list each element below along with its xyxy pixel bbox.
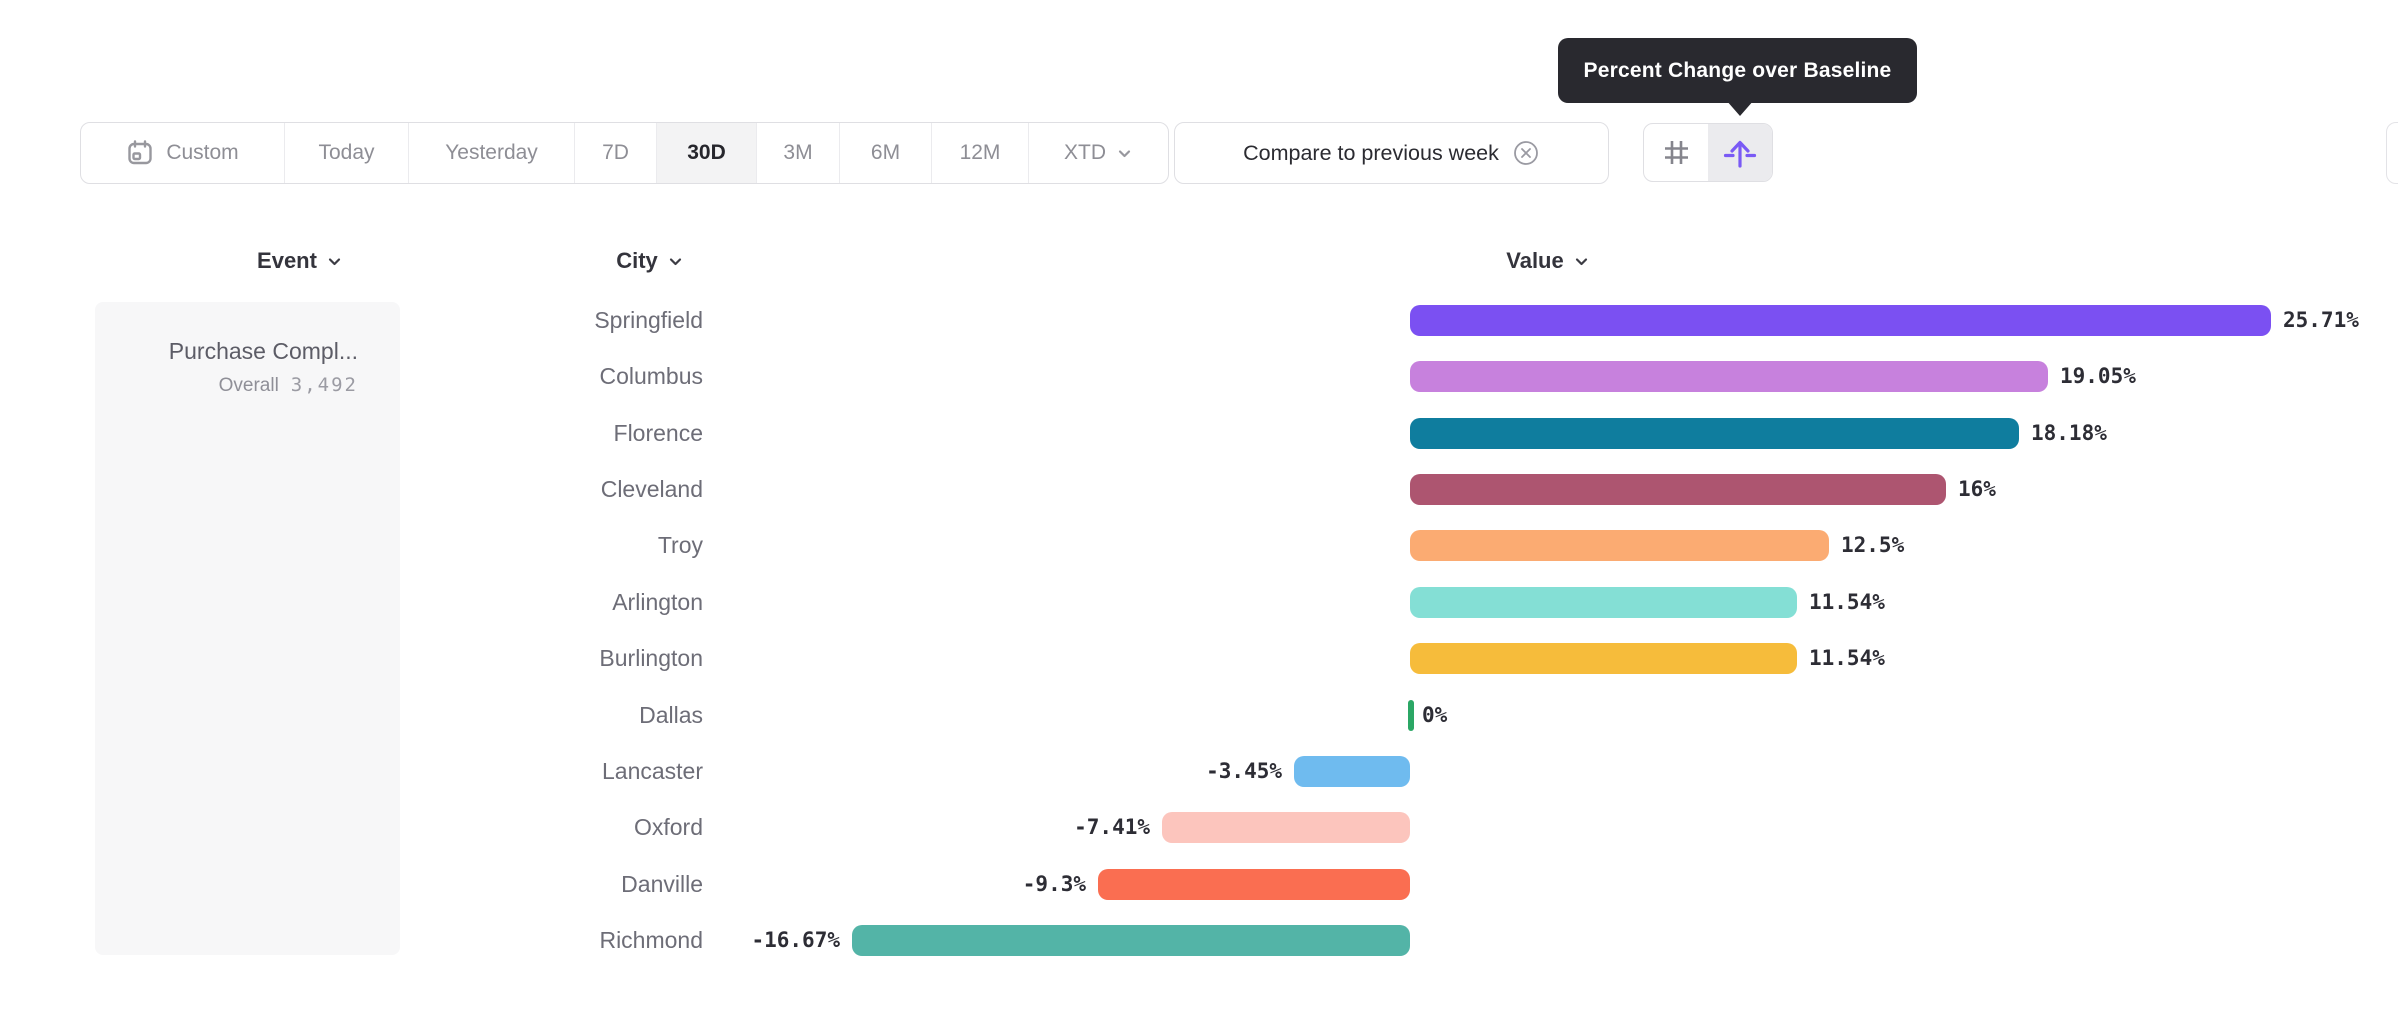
tooltip-text: Percent Change over Baseline bbox=[1583, 58, 1892, 82]
date-range-label: 6M bbox=[870, 141, 901, 164]
value-label: 11.54% bbox=[1809, 590, 1885, 614]
city-label: Danville bbox=[621, 871, 703, 897]
city-label: Burlington bbox=[599, 645, 703, 671]
absolute-values-toggle[interactable] bbox=[1644, 124, 1708, 181]
value-label: 0% bbox=[1422, 703, 1448, 727]
chevron-down-icon bbox=[326, 253, 343, 270]
city-label: Cleveland bbox=[600, 476, 703, 502]
bar-dallas[interactable] bbox=[1408, 700, 1414, 731]
value-label: 12.5% bbox=[1841, 533, 1905, 557]
baseline-lift-icon bbox=[1723, 136, 1757, 170]
bar-florence[interactable] bbox=[1410, 418, 2019, 449]
value-display-toggle bbox=[1643, 123, 1773, 182]
tooltip: Percent Change over Baseline bbox=[1558, 38, 1917, 103]
date-range-7d[interactable]: 7D bbox=[575, 123, 657, 183]
date-range-label: XTD bbox=[1064, 141, 1106, 164]
calendar-icon bbox=[126, 139, 154, 167]
bar-springfield[interactable] bbox=[1410, 305, 2271, 336]
bar-richmond[interactable] bbox=[852, 925, 1410, 956]
value-label: -3.45% bbox=[1206, 759, 1282, 783]
bar-burlington[interactable] bbox=[1410, 643, 1797, 674]
date-range-xtd[interactable]: XTD bbox=[1029, 123, 1168, 183]
partial-button-right-edge[interactable] bbox=[2386, 122, 2398, 184]
chevron-down-icon bbox=[1116, 145, 1133, 162]
date-range-custom[interactable]: Custom bbox=[81, 123, 285, 183]
bar-oxford[interactable] bbox=[1162, 812, 1410, 843]
city-label: Troy bbox=[657, 532, 703, 558]
city-label: Lancaster bbox=[601, 758, 703, 784]
city-label: Richmond bbox=[599, 927, 703, 953]
tooltip-arrow bbox=[1726, 100, 1754, 116]
value-label: 11.54% bbox=[1809, 646, 1885, 670]
value-label: 25.71% bbox=[2283, 308, 2359, 332]
value-label: 18.18% bbox=[2031, 421, 2107, 445]
date-range-label: 7D bbox=[602, 141, 629, 164]
bar-arlington[interactable] bbox=[1410, 587, 1797, 618]
column-header-event[interactable]: Event bbox=[220, 248, 380, 274]
bar-cleveland[interactable] bbox=[1410, 474, 1946, 505]
date-range-6m[interactable]: 6M bbox=[840, 123, 932, 183]
column-header-label: Value bbox=[1506, 248, 1564, 273]
overall-value: 3,492 bbox=[290, 374, 358, 396]
bar-troy[interactable] bbox=[1410, 530, 1829, 561]
compare-to-previous-week-button[interactable]: Compare to previous week bbox=[1174, 122, 1609, 184]
hash-grid-icon bbox=[1661, 137, 1692, 168]
chevron-down-icon bbox=[667, 253, 684, 270]
date-range-label: Today bbox=[318, 141, 375, 164]
column-header-city[interactable]: City bbox=[570, 248, 730, 274]
city-label: Arlington bbox=[612, 589, 703, 615]
date-range-yesterday[interactable]: Yesterday bbox=[409, 123, 575, 183]
date-range-label: Custom bbox=[166, 141, 239, 164]
event-name: Purchase Compl... bbox=[168, 338, 358, 364]
value-label: 16% bbox=[1958, 477, 1996, 501]
bar-danville[interactable] bbox=[1098, 869, 1410, 900]
city-label: Columbus bbox=[599, 363, 703, 389]
compare-label: Compare to previous week bbox=[1243, 140, 1499, 165]
bar-columbus[interactable] bbox=[1410, 361, 2048, 392]
date-range-3m[interactable]: 3M bbox=[757, 123, 840, 183]
value-label: -7.41% bbox=[1074, 815, 1150, 839]
city-label: Dallas bbox=[639, 702, 703, 728]
date-range-label: Yesterday bbox=[445, 141, 538, 164]
value-label: -9.3% bbox=[1022, 872, 1086, 896]
column-header-label: City bbox=[616, 248, 658, 273]
value-label: 19.05% bbox=[2060, 364, 2136, 388]
column-header-value[interactable]: Value bbox=[1468, 248, 1628, 274]
value-label: -16.67% bbox=[751, 928, 840, 952]
date-range-12m[interactable]: 12M bbox=[932, 123, 1029, 183]
percent-change-over-baseline-toggle[interactable] bbox=[1708, 124, 1772, 181]
column-header-label: Event bbox=[257, 248, 317, 273]
city-label: Springfield bbox=[594, 307, 703, 333]
circle-x-icon[interactable] bbox=[1512, 139, 1540, 167]
overall-label: Overall bbox=[218, 375, 279, 396]
chevron-down-icon bbox=[1573, 253, 1590, 270]
date-range-label: 3M bbox=[783, 141, 813, 164]
date-range-today[interactable]: Today bbox=[285, 123, 409, 183]
date-range-label: 30D bbox=[687, 141, 726, 164]
event-panel[interactable]: Purchase Compl... Overall 3,492 bbox=[95, 302, 400, 955]
bar-lancaster[interactable] bbox=[1294, 756, 1410, 787]
city-label: Florence bbox=[613, 420, 703, 446]
date-range-30d-selected[interactable]: 30D bbox=[657, 123, 757, 183]
city-label: Oxford bbox=[633, 814, 703, 840]
date-range-picker: Custom Today Yesterday 7D 30D 3M 6M 12M … bbox=[80, 122, 1169, 184]
date-range-label: 12M bbox=[959, 141, 1001, 164]
